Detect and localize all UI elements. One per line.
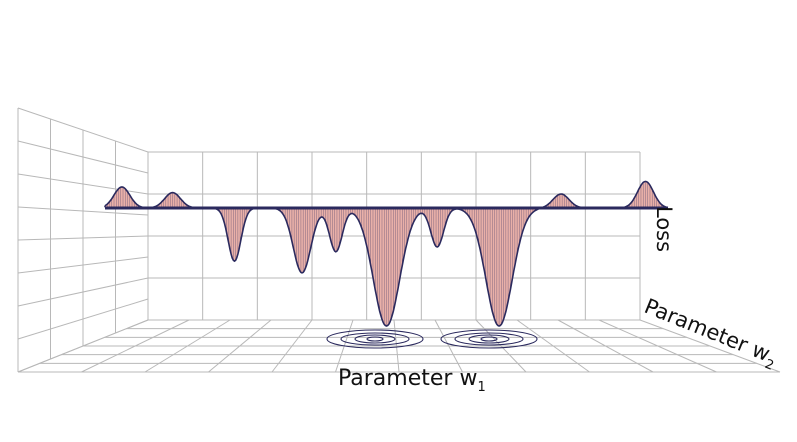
left-wall-hline <box>17 298 149 340</box>
contour-ellipse <box>480 336 498 342</box>
floor-grid <box>17 319 781 373</box>
x-axis-label: Parameter w1 <box>338 366 486 395</box>
left-wall-hline <box>17 140 149 174</box>
contour-ellipse <box>454 332 524 346</box>
left-wall-hline <box>17 235 149 241</box>
contour-ellipse <box>326 329 424 349</box>
left-wall-hline <box>17 277 149 307</box>
contour-ellipse <box>366 336 384 342</box>
loss-surface <box>104 180 669 327</box>
floor-contours <box>326 329 538 349</box>
left-wall-hline <box>17 206 149 216</box>
left-wall-grid <box>17 107 149 373</box>
contour-ellipse <box>354 334 396 344</box>
left-wall-hline <box>17 107 149 153</box>
contour-ellipse <box>340 332 410 346</box>
contour-ellipse <box>440 329 538 349</box>
z-axis-label: Loss <box>652 206 676 253</box>
contour-ellipse <box>468 334 510 344</box>
left-wall-hline <box>17 256 149 274</box>
